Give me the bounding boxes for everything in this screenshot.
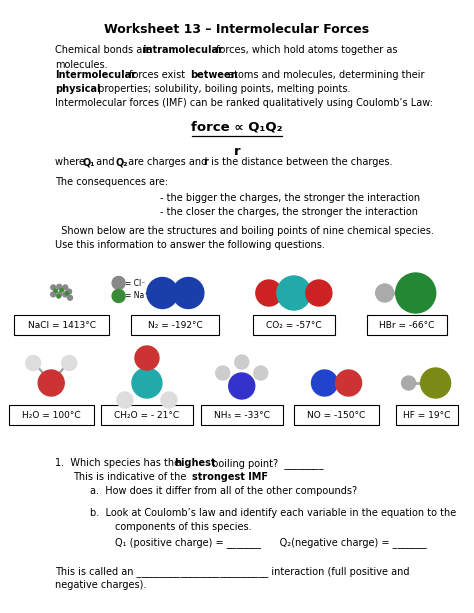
Circle shape bbox=[396, 273, 436, 313]
Text: HF = 19°C: HF = 19°C bbox=[403, 411, 450, 419]
FancyBboxPatch shape bbox=[101, 405, 193, 425]
Circle shape bbox=[112, 276, 125, 289]
FancyBboxPatch shape bbox=[9, 405, 94, 425]
Circle shape bbox=[216, 366, 230, 380]
FancyBboxPatch shape bbox=[253, 315, 335, 335]
Circle shape bbox=[306, 280, 332, 306]
Text: and: and bbox=[92, 157, 117, 167]
Text: r: r bbox=[234, 145, 240, 158]
FancyBboxPatch shape bbox=[294, 405, 379, 425]
Circle shape bbox=[112, 289, 125, 302]
Circle shape bbox=[132, 368, 162, 398]
Circle shape bbox=[68, 295, 73, 300]
Circle shape bbox=[336, 370, 362, 396]
Text: strongest IMF: strongest IMF bbox=[192, 473, 268, 482]
Text: negative charges).: negative charges). bbox=[55, 581, 146, 590]
Text: .: . bbox=[257, 473, 261, 482]
Text: Q₁: Q₁ bbox=[82, 157, 95, 167]
Circle shape bbox=[26, 356, 41, 370]
Text: = Na⁺: = Na⁺ bbox=[125, 292, 148, 300]
FancyBboxPatch shape bbox=[367, 315, 447, 335]
Circle shape bbox=[235, 355, 249, 369]
Circle shape bbox=[67, 289, 72, 294]
Circle shape bbox=[65, 292, 69, 295]
Text: force ∝ Q₁Q₂: force ∝ Q₁Q₂ bbox=[191, 121, 283, 134]
Text: Intermolecular forces (IMF) can be ranked qualitatively using Coulomb’s Law:: Intermolecular forces (IMF) can be ranke… bbox=[55, 98, 433, 108]
FancyBboxPatch shape bbox=[201, 405, 283, 425]
Circle shape bbox=[63, 292, 68, 297]
Text: is the distance between the charges.: is the distance between the charges. bbox=[208, 157, 393, 167]
Circle shape bbox=[147, 278, 178, 308]
Text: NH₃ = -33°C: NH₃ = -33°C bbox=[214, 411, 270, 419]
FancyBboxPatch shape bbox=[14, 315, 109, 335]
Text: intramolecular: intramolecular bbox=[142, 45, 223, 55]
Text: = Cl⁻: = Cl⁻ bbox=[125, 278, 145, 287]
Text: CH₂O = - 21°C: CH₂O = - 21°C bbox=[114, 411, 180, 419]
Text: highest: highest bbox=[174, 458, 215, 468]
Circle shape bbox=[401, 376, 416, 390]
Text: - the bigger the charges, the stronger the interaction: - the bigger the charges, the stronger t… bbox=[160, 193, 420, 203]
Text: r: r bbox=[203, 157, 208, 167]
FancyBboxPatch shape bbox=[131, 315, 219, 335]
Text: Q₂: Q₂ bbox=[115, 157, 128, 167]
Circle shape bbox=[254, 366, 268, 380]
Text: N₂ = -192°C: N₂ = -192°C bbox=[148, 321, 203, 330]
Text: Shown below are the structures and boiling points of nine chemical species.: Shown below are the structures and boili… bbox=[55, 226, 434, 236]
Text: molecules.: molecules. bbox=[55, 59, 108, 69]
Text: boiling point?  ________: boiling point? ________ bbox=[209, 458, 324, 469]
Text: CO₂ = -57°C: CO₂ = -57°C bbox=[266, 321, 322, 330]
Text: between: between bbox=[190, 70, 237, 80]
Circle shape bbox=[63, 285, 68, 290]
Text: components of this species.: components of this species. bbox=[115, 522, 252, 533]
FancyBboxPatch shape bbox=[396, 405, 457, 425]
Text: Worksheet 13 – Intermolecular Forces: Worksheet 13 – Intermolecular Forces bbox=[104, 23, 370, 36]
Text: Q₁ (positive charge) = _______      Q₂(negative charge) = _______: Q₁ (positive charge) = _______ Q₂(negati… bbox=[115, 537, 427, 548]
Text: a.  How does it differ from all of the other compounds?: a. How does it differ from all of the ot… bbox=[90, 486, 357, 496]
Text: are charges and: are charges and bbox=[126, 157, 211, 167]
Text: forces exist: forces exist bbox=[126, 70, 188, 80]
Circle shape bbox=[256, 280, 282, 306]
Circle shape bbox=[60, 289, 64, 292]
Text: Intermolecular: Intermolecular bbox=[55, 70, 136, 80]
Circle shape bbox=[38, 370, 64, 396]
Text: HBr = -66°C: HBr = -66°C bbox=[379, 321, 434, 330]
Circle shape bbox=[117, 392, 133, 408]
Circle shape bbox=[57, 284, 62, 289]
Circle shape bbox=[51, 285, 55, 290]
Circle shape bbox=[51, 292, 55, 297]
Circle shape bbox=[54, 289, 57, 292]
Text: This is called an ___________________________ interaction (full positive and: This is called an ______________________… bbox=[55, 566, 410, 577]
Circle shape bbox=[277, 276, 311, 310]
Circle shape bbox=[62, 356, 77, 370]
Circle shape bbox=[376, 284, 394, 302]
Text: NaCl = 1413°C: NaCl = 1413°C bbox=[27, 321, 96, 330]
Circle shape bbox=[229, 373, 255, 399]
Circle shape bbox=[135, 346, 159, 370]
Text: H₂O = 100°C: H₂O = 100°C bbox=[22, 411, 81, 419]
Text: b.  Look at Coulomb’s law and identify each variable in the equation to the: b. Look at Coulomb’s law and identify ea… bbox=[90, 508, 456, 518]
Text: Use this information to answer the following questions.: Use this information to answer the follo… bbox=[55, 240, 325, 251]
Text: - the closer the charges, the stronger the interaction: - the closer the charges, the stronger t… bbox=[160, 207, 418, 218]
Text: forces, which hold atoms together as: forces, which hold atoms together as bbox=[213, 45, 397, 55]
Text: atoms and molecules, determining their: atoms and molecules, determining their bbox=[225, 70, 425, 80]
Circle shape bbox=[311, 370, 337, 396]
Circle shape bbox=[161, 392, 177, 408]
Text: physical: physical bbox=[55, 85, 100, 94]
Text: where: where bbox=[55, 157, 88, 167]
Text: This is indicative of the: This is indicative of the bbox=[73, 473, 190, 482]
Text: NO = -150°C: NO = -150°C bbox=[308, 411, 365, 419]
Text: The consequences are:: The consequences are: bbox=[55, 177, 168, 187]
Text: properties; solubility, boiling points, melting points.: properties; solubility, boiling points, … bbox=[95, 85, 351, 94]
Circle shape bbox=[173, 278, 204, 308]
Circle shape bbox=[57, 295, 60, 298]
Circle shape bbox=[57, 292, 62, 297]
Text: Chemical bonds are: Chemical bonds are bbox=[55, 45, 155, 55]
Text: 1.  Which species has the: 1. Which species has the bbox=[55, 458, 183, 468]
Circle shape bbox=[420, 368, 451, 398]
